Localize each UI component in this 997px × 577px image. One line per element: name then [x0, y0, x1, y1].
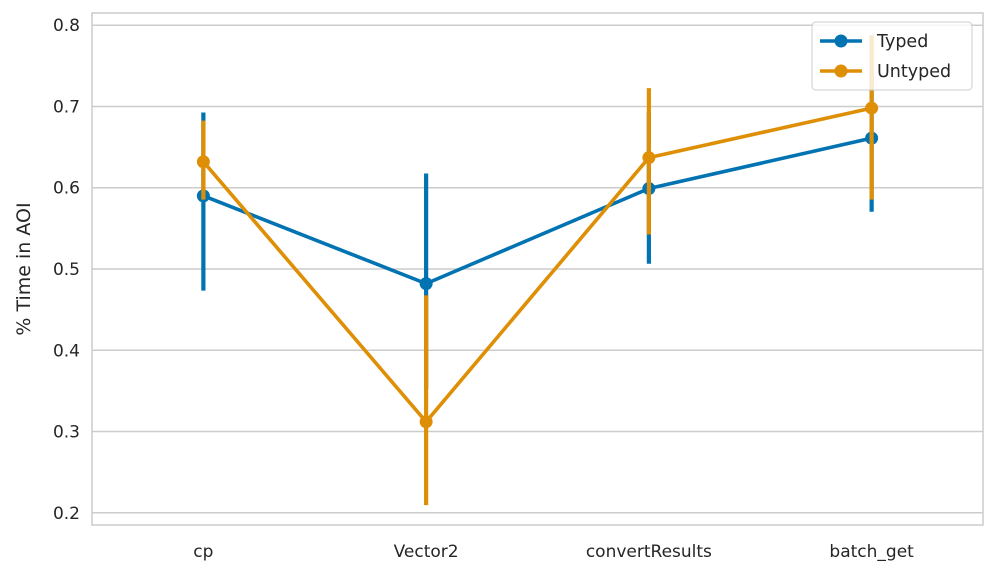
- series-layer: [196, 35, 879, 506]
- x-tick-label: Vector2: [394, 542, 459, 562]
- x-tick-labels: cp Vector2 convertResults batch_get: [193, 542, 914, 562]
- legend-marker: [834, 64, 848, 78]
- data-point: [642, 151, 656, 165]
- x-tick-label: batch_get: [829, 542, 914, 562]
- y-tick-label: 0.6: [53, 179, 80, 199]
- legend-items: Typed Untyped: [820, 32, 951, 82]
- series-untyped: [196, 35, 879, 506]
- y-axis-label: % Time in AOI: [13, 202, 35, 335]
- y-tick-label: 0.5: [53, 260, 80, 280]
- data-point: [419, 277, 433, 291]
- y-tick-label: 0.7: [53, 97, 80, 117]
- legend-label: Untyped: [877, 62, 951, 82]
- data-point: [419, 415, 433, 429]
- legend-box: [811, 21, 973, 91]
- legend-marker: [834, 34, 848, 48]
- y-gridlines: [92, 24, 983, 514]
- series-typed: [196, 69, 879, 389]
- x-tick-label: convertResults: [586, 542, 712, 562]
- y-tick-labels: 0.2 0.3 0.4 0.5 0.6 0.7 0.8: [53, 16, 80, 524]
- y-tick-label: 0.2: [53, 504, 80, 524]
- y-tick-label: 0.8: [53, 16, 80, 36]
- plot-frame: [91, 12, 984, 526]
- y-tick-label: 0.3: [53, 423, 80, 443]
- series-line: [201, 106, 874, 424]
- series-line: [201, 136, 874, 286]
- y-tick-label: 0.4: [53, 341, 80, 361]
- data-point: [865, 101, 879, 115]
- data-point: [196, 155, 210, 169]
- x-tick-label: cp: [193, 542, 213, 562]
- legend-label: Typed: [876, 32, 928, 52]
- legend: Typed Untyped: [811, 21, 973, 91]
